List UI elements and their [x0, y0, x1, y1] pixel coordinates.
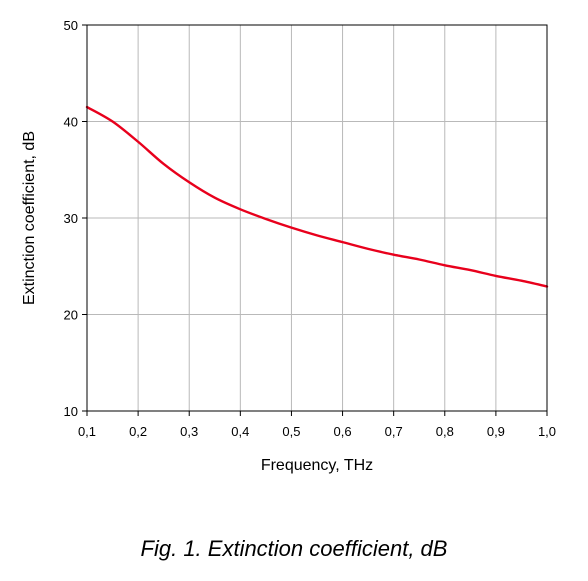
y-axis-ticks: 10 20 30 40 50	[64, 18, 87, 419]
y-tick-label: 30	[64, 211, 78, 226]
y-axis-title: Extinction coefficient, dB	[21, 131, 38, 305]
y-tick-label: 10	[64, 404, 78, 419]
x-tick-label: 0,1	[78, 424, 96, 439]
figure-caption: Fig. 1. Extinction coefficient, dB	[140, 536, 448, 561]
x-tick-label: 0,8	[436, 424, 454, 439]
y-tick-label: 50	[64, 18, 78, 33]
x-tick-label: 1,0	[538, 424, 556, 439]
x-tick-label: 0,7	[385, 424, 403, 439]
y-tick-label: 40	[64, 115, 78, 130]
x-tick-label: 0,3	[180, 424, 198, 439]
series-layer	[85, 105, 549, 288]
line-chart: 0,1 0,2 0,3 0,4 0,5 0,6 0,7 0,8 0,9 1,0 10 20 30 40 5…	[21, 18, 556, 474]
x-axis-title: Frequency, THz	[261, 457, 373, 474]
grid-lines	[87, 25, 547, 411]
x-tick-label: 0,6	[334, 424, 352, 439]
x-axis-ticks: 0,1 0,2 0,3 0,4 0,5 0,6 0,7 0,8 0,9 1,0	[78, 411, 556, 439]
x-tick-label: 0,5	[282, 424, 300, 439]
y-tick-label: 20	[64, 308, 78, 323]
x-tick-label: 0,2	[129, 424, 147, 439]
series-line	[85, 105, 549, 288]
x-tick-label: 0,9	[487, 424, 505, 439]
x-tick-label: 0,4	[231, 424, 249, 439]
